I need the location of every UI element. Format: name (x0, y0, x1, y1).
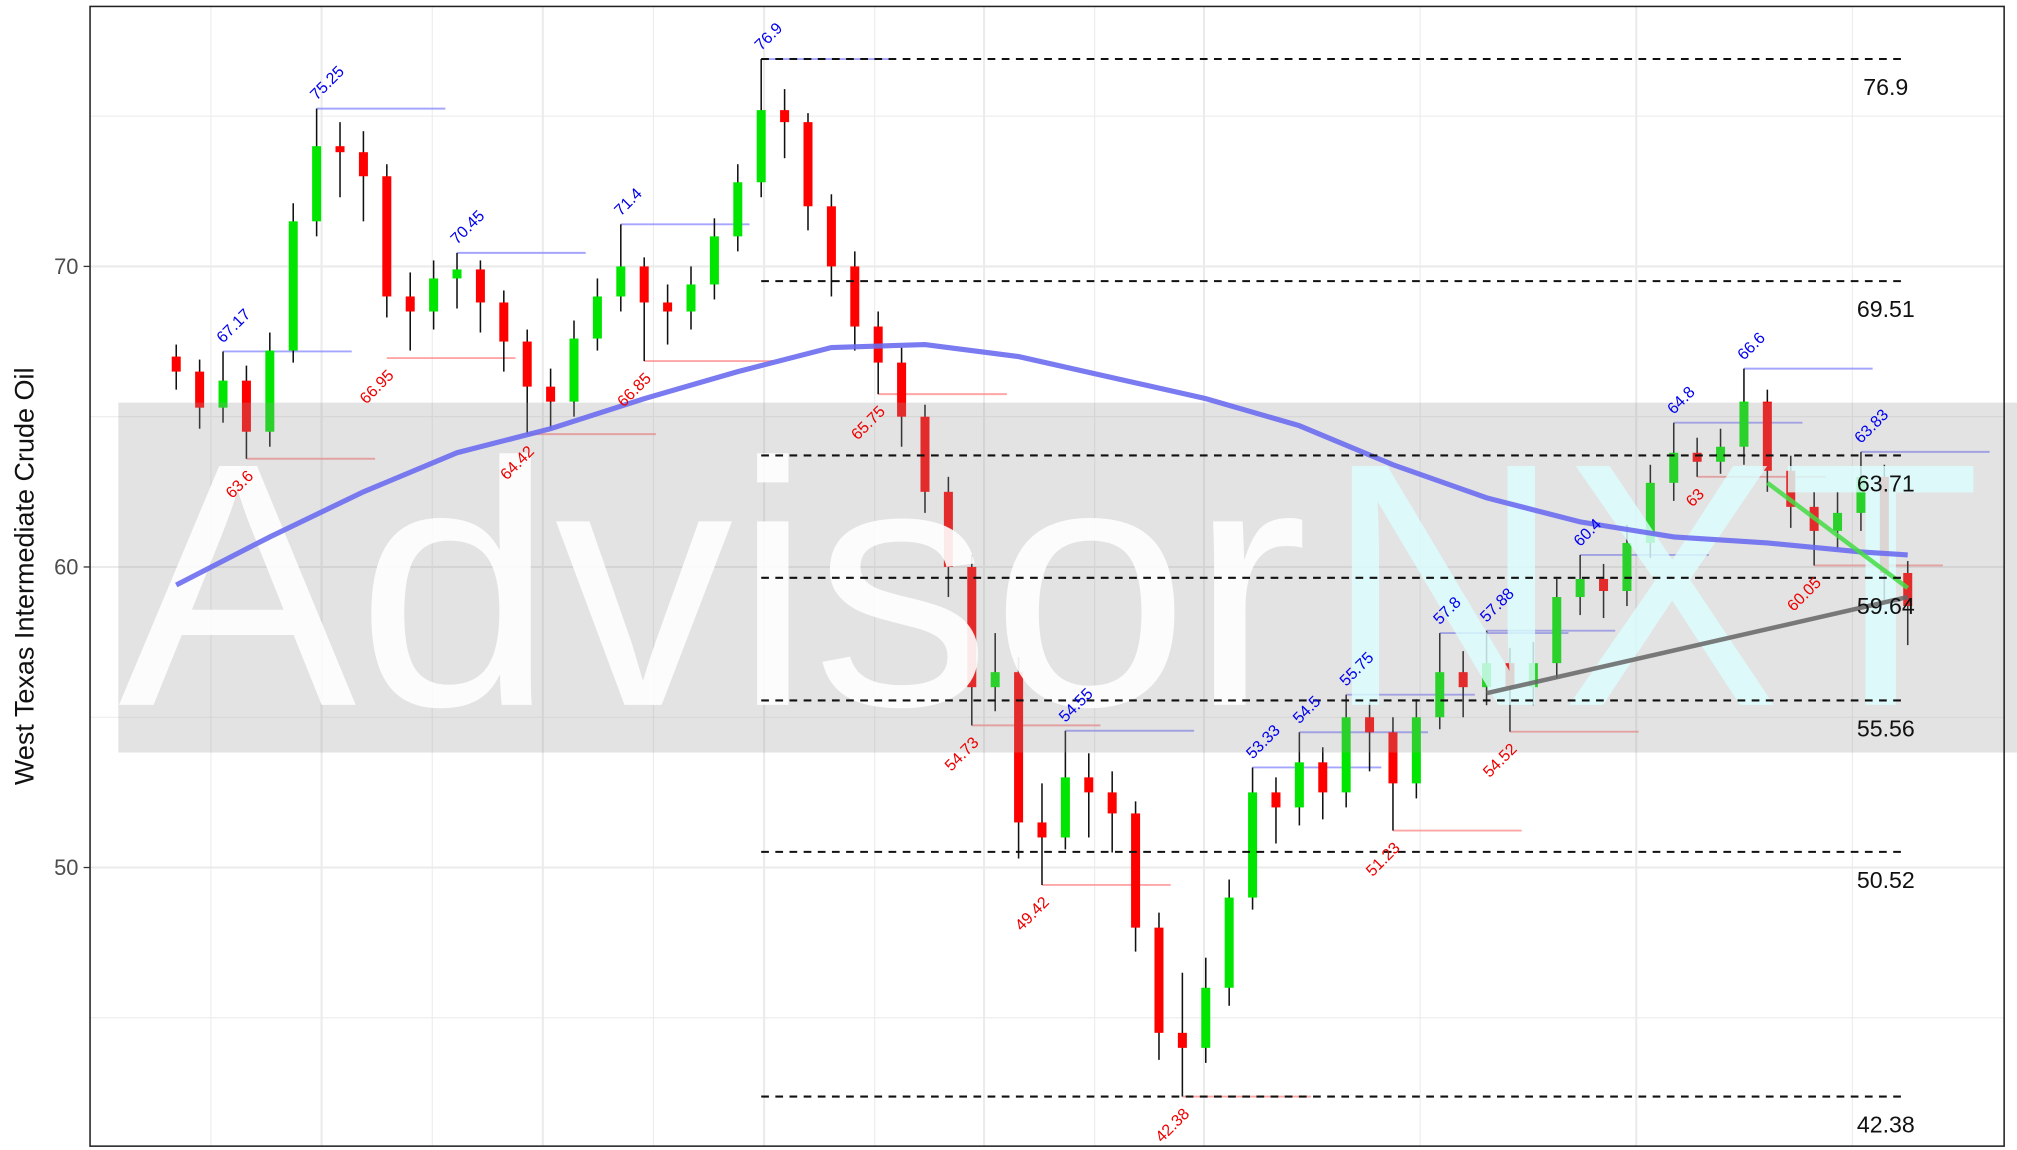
candle-body (1856, 476, 1866, 513)
y-tick-label: 60 (54, 555, 78, 580)
candle-body (920, 416, 930, 492)
candle-body (1037, 822, 1047, 838)
candle-body (592, 296, 602, 339)
candle-body (429, 278, 439, 312)
candle-body (850, 266, 860, 327)
candle-body (1903, 572, 1913, 607)
candle-body (616, 266, 626, 297)
candle-body (1645, 482, 1655, 543)
candle-body (1224, 897, 1234, 988)
candle-body (1154, 927, 1164, 1033)
candle-body (358, 152, 368, 177)
candle-body (1669, 452, 1679, 483)
candle-body (1692, 452, 1702, 462)
candle-body (1622, 542, 1632, 592)
candle-body (1014, 672, 1024, 823)
y-tick-label: 50 (54, 855, 78, 880)
candle-body (1786, 470, 1796, 507)
candle-body (709, 236, 719, 285)
candle-body (546, 386, 556, 402)
level-label: 59.64 (1857, 593, 1915, 619)
candle-body (241, 380, 251, 432)
candle-body (897, 362, 907, 417)
watermark: Advisor (118, 391, 1308, 779)
candle-body (1271, 792, 1281, 808)
y-grid (90, 115, 2005, 1019)
trendline (1486, 594, 1909, 696)
candle-body (756, 110, 766, 183)
candle-body (1388, 732, 1398, 784)
moving-average (175, 341, 1908, 588)
candle-body (1599, 578, 1609, 592)
candle-body (733, 182, 743, 237)
candle-body (218, 380, 228, 408)
candle-body (1458, 672, 1468, 688)
y-axis-label: West Texas Intermediate Crude Oil (9, 367, 39, 785)
candle-body (1248, 792, 1258, 898)
candle-body (803, 122, 813, 207)
candle-body (452, 269, 462, 279)
candle-body (522, 341, 532, 387)
candle-body (1435, 672, 1445, 718)
candle-body (1341, 717, 1351, 793)
candle-body (1318, 762, 1328, 793)
candle-body (639, 266, 649, 303)
candle-body (405, 296, 415, 312)
candle-body (1131, 813, 1141, 928)
candle-body (1084, 777, 1094, 793)
candle-body (1201, 987, 1211, 1048)
candle-body (1294, 762, 1304, 808)
candle-body (1879, 476, 1889, 573)
candle-body (967, 566, 977, 688)
level-label: 55.56 (1857, 715, 1915, 741)
level-label: 63.71 (1857, 470, 1915, 496)
candle-body (1107, 792, 1117, 814)
plot-frame (89, 5, 2005, 1147)
level-label: 42.38 (1857, 1112, 1915, 1138)
candle-body (780, 110, 790, 123)
candle-body (1365, 717, 1375, 733)
candle-body (569, 338, 579, 402)
candle-body (265, 350, 275, 432)
candle-body (826, 206, 836, 267)
candle-body (1552, 597, 1562, 664)
candle-body (1739, 401, 1749, 447)
candle-body (1505, 663, 1515, 688)
candle-body (1762, 401, 1772, 471)
candle-body (312, 146, 322, 222)
candle-body (1411, 717, 1421, 784)
candle-body (1482, 663, 1492, 688)
candle-body (382, 176, 392, 297)
candle-body (171, 356, 181, 372)
y-tick-label: 70 (54, 254, 78, 279)
candle-body (499, 302, 509, 342)
level-label: 69.51 (1857, 296, 1915, 322)
trendline (1765, 481, 1910, 590)
candle-body (1833, 512, 1843, 531)
x-grid (210, 6, 1853, 1147)
level-label: 76.9 (1863, 74, 1908, 100)
candle-body (1575, 578, 1585, 598)
candle-body (195, 371, 205, 408)
candle-body (686, 284, 696, 312)
candle-body (943, 491, 953, 567)
level-label: 50.52 (1857, 867, 1915, 893)
candle-body (475, 269, 485, 303)
candle-body (1060, 777, 1070, 838)
candle-body (335, 146, 345, 153)
candle-body (1528, 663, 1538, 688)
candle-body (1716, 446, 1726, 462)
plot (171, 58, 1990, 1098)
candle-body (663, 302, 673, 312)
candle-body (990, 672, 1000, 688)
candle-body (1177, 1032, 1187, 1048)
candle-body (288, 221, 298, 351)
